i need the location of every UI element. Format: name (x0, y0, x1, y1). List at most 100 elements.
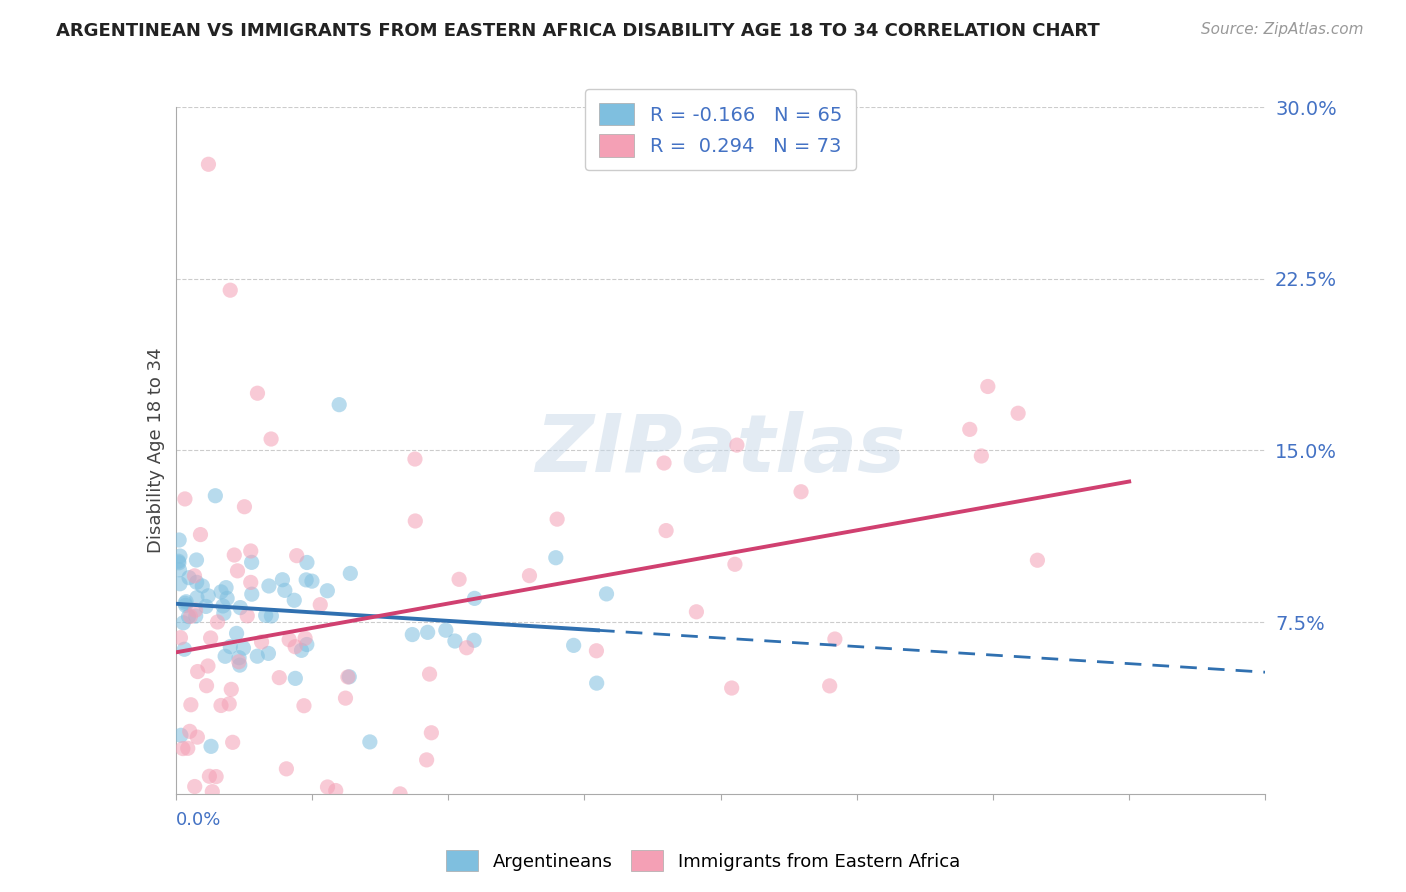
Point (295, 556, 318, 570)
Point (217, 591, 239, 606)
Point (225, 626, 247, 640)
Text: ARGENTINEAN VS IMMIGRANTS FROM EASTERN AFRICA DISABILITY AGE 18 TO 34 CORRELATIO: ARGENTINEAN VS IMMIGRANTS FROM EASTERN A… (56, 22, 1099, 40)
Point (212, 599, 235, 613)
Point (184, 609, 207, 624)
Point (204, 489, 226, 503)
Point (240, 555, 263, 569)
Point (246, 386, 269, 401)
Point (239, 544, 262, 558)
Point (257, 579, 280, 593)
Point (456, 640, 478, 655)
Point (295, 638, 318, 652)
Point (292, 698, 315, 713)
Point (174, 596, 197, 610)
Point (219, 682, 242, 697)
Point (177, 741, 200, 756)
Point (174, 595, 197, 609)
Point (169, 563, 191, 577)
Point (172, 741, 194, 756)
Point (652, 456, 675, 470)
Point (212, 607, 235, 621)
Point (328, 398, 350, 412)
Point (219, 640, 242, 654)
Point (290, 643, 312, 657)
Point (278, 632, 301, 647)
Point (186, 730, 208, 744)
Point (228, 655, 250, 669)
Point (401, 627, 423, 641)
Point (404, 514, 426, 528)
Point (172, 615, 194, 630)
Point (420, 725, 443, 739)
Point (720, 681, 742, 695)
Point (167, 554, 190, 568)
Point (824, 632, 846, 646)
Point (544, 550, 567, 565)
Point (271, 573, 294, 587)
Point (209, 585, 232, 599)
Point (180, 698, 202, 712)
Point (818, 679, 841, 693)
Point (191, 579, 214, 593)
Point (562, 639, 585, 653)
Point (1026, 553, 1049, 567)
Point (221, 735, 243, 749)
Point (200, 631, 222, 645)
Point (546, 512, 568, 526)
Point (209, 698, 232, 713)
Point (595, 587, 617, 601)
Point (215, 581, 238, 595)
Point (335, 691, 357, 706)
Point (260, 432, 283, 446)
Point (585, 644, 607, 658)
Point (309, 598, 332, 612)
Point (284, 640, 307, 654)
Point (233, 500, 256, 514)
Point (970, 449, 993, 463)
Point (464, 591, 486, 606)
Point (959, 422, 981, 436)
Point (585, 676, 607, 690)
Point (257, 647, 280, 661)
Point (218, 697, 240, 711)
Point (444, 634, 467, 648)
Point (174, 491, 197, 506)
Point (295, 573, 318, 587)
Point (169, 631, 191, 645)
Point (419, 667, 441, 681)
Point (316, 780, 339, 794)
Text: 0.0%: 0.0% (176, 811, 221, 829)
Point (186, 553, 208, 567)
Point (186, 591, 208, 605)
Point (416, 625, 439, 640)
Point (359, 735, 381, 749)
Point (197, 157, 219, 171)
Point (239, 575, 262, 590)
Text: ZIP​atlas: ZIP​atlas (536, 411, 905, 490)
Point (167, 556, 190, 570)
Point (187, 665, 209, 679)
Point (197, 589, 219, 603)
Point (725, 438, 748, 452)
Point (269, 671, 291, 685)
Point (284, 672, 307, 686)
Point (167, 533, 190, 547)
Point (183, 569, 205, 583)
Point (174, 599, 197, 613)
Point (198, 769, 221, 783)
Point (186, 575, 208, 590)
Point (201, 785, 224, 799)
Point (685, 605, 707, 619)
Point (724, 558, 747, 572)
Point (228, 650, 250, 665)
Point (219, 283, 242, 297)
Text: Source: ZipAtlas.com: Source: ZipAtlas.com (1201, 22, 1364, 37)
Point (200, 739, 222, 754)
Point (434, 624, 457, 638)
Point (325, 783, 347, 797)
Point (195, 679, 218, 693)
Point (316, 583, 339, 598)
Point (415, 753, 437, 767)
Point (977, 379, 1000, 393)
Point (389, 787, 412, 801)
